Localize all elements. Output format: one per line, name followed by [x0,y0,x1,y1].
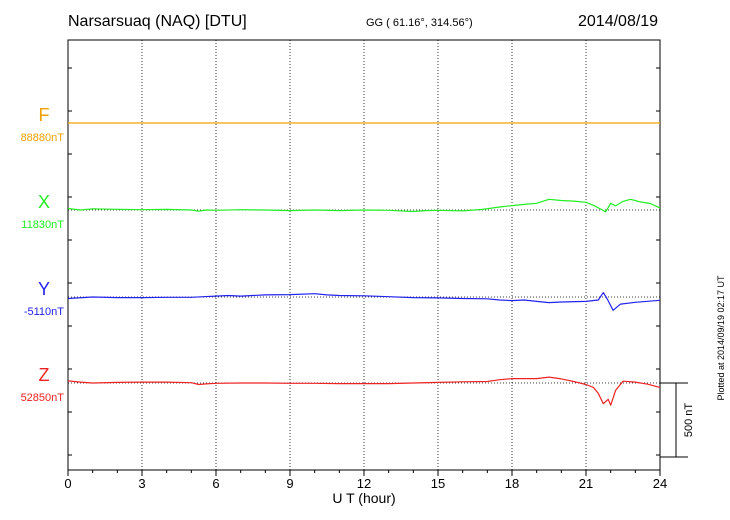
plot-frame [67,39,661,471]
x-tick-label: 24 [653,476,667,491]
x-tick-label: 15 [431,476,445,491]
x-tick-label: 6 [212,476,219,491]
plotted-timestamp: Plotted at 2014/09/19 02:17 UT [716,275,726,401]
geographic-coordinates: GG ( 61.16°, 314.56°) [366,17,473,29]
series-line-y [67,292,661,311]
baseline-value-z: 52850nT [21,392,65,404]
baseline-value-y: -5110nT [24,306,64,318]
x-tick-label: 0 [64,476,71,491]
series-name-y: Y [38,279,50,299]
x-tick-label: 3 [138,476,145,491]
station-title: Narsarsuaq (NAQ) [DTU] [68,13,247,30]
x-tick-label: 12 [357,476,371,491]
baseline-value-f: 88880nT [21,132,65,144]
scale-bar-label: 500 nT [683,403,695,438]
series-line-z [67,376,661,406]
x-tick-label: 21 [579,476,593,491]
x-axis-label: U T (hour) [332,490,395,506]
plot-date: 2014/08/19 [578,13,659,30]
series-name-f: F [39,105,50,125]
series-name-z: Z [39,365,50,385]
x-tick-label: 9 [286,476,293,491]
baseline-value-x: 11830nT [21,219,64,231]
series-name-x: X [38,192,50,212]
series-line-x [67,198,661,213]
x-tick-label: 18 [505,476,519,491]
